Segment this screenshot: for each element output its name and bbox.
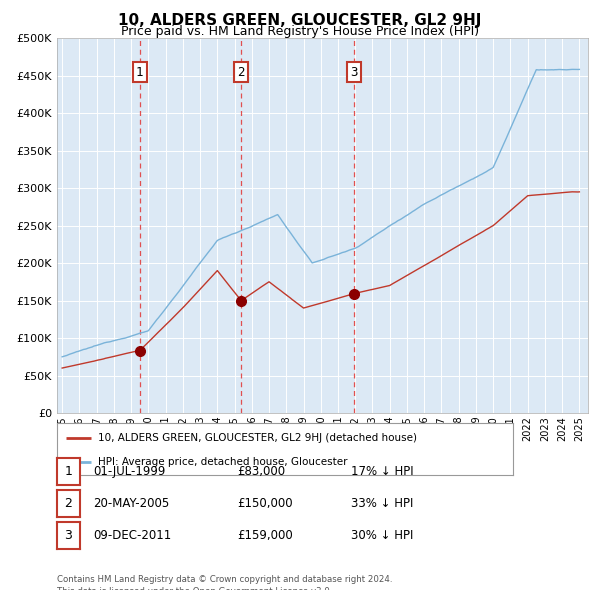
Text: 17% ↓ HPI: 17% ↓ HPI [351,465,413,478]
Text: 1: 1 [136,65,143,78]
Text: Contains HM Land Registry data © Crown copyright and database right 2024.
This d: Contains HM Land Registry data © Crown c… [57,575,392,590]
Text: 10, ALDERS GREEN, GLOUCESTER, GL2 9HJ (detached house): 10, ALDERS GREEN, GLOUCESTER, GL2 9HJ (d… [98,432,417,442]
Text: HPI: Average price, detached house, Gloucester: HPI: Average price, detached house, Glou… [98,457,347,467]
Text: 2: 2 [238,65,245,78]
Text: £159,000: £159,000 [237,529,293,542]
Text: 20-MAY-2005: 20-MAY-2005 [93,497,169,510]
Text: 33% ↓ HPI: 33% ↓ HPI [351,497,413,510]
Text: £83,000: £83,000 [237,465,285,478]
Text: 09-DEC-2011: 09-DEC-2011 [93,529,171,542]
Text: 30% ↓ HPI: 30% ↓ HPI [351,529,413,542]
Text: £150,000: £150,000 [237,497,293,510]
Text: 10, ALDERS GREEN, GLOUCESTER, GL2 9HJ: 10, ALDERS GREEN, GLOUCESTER, GL2 9HJ [118,13,482,28]
Text: 3: 3 [64,529,73,542]
Text: 01-JUL-1999: 01-JUL-1999 [93,465,166,478]
Text: 1: 1 [64,465,73,478]
Text: Price paid vs. HM Land Registry's House Price Index (HPI): Price paid vs. HM Land Registry's House … [121,25,479,38]
Text: 3: 3 [350,65,358,78]
Text: 2: 2 [64,497,73,510]
